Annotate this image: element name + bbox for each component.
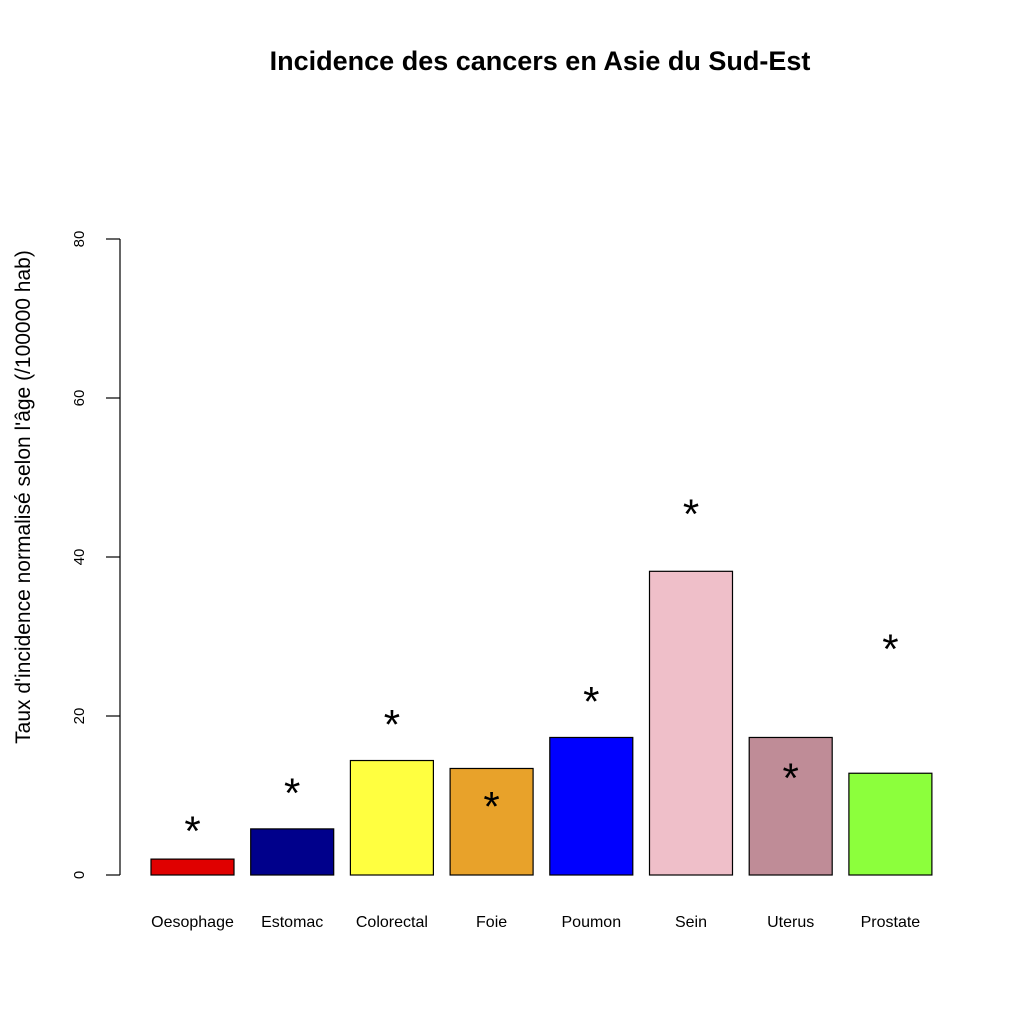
marker-sein: * — [683, 491, 699, 538]
bar-uterus — [748, 736, 833, 876]
bars — [150, 570, 933, 876]
y-tick-label-20: 20 — [71, 708, 88, 725]
category-label-prostate: Prostate — [861, 914, 921, 931]
y-tick-label-60: 60 — [71, 390, 88, 407]
y-tick-label-80: 80 — [71, 231, 88, 248]
marker-poumon: * — [583, 678, 599, 725]
bar-estomac — [250, 828, 335, 876]
y-tick-label-40: 40 — [71, 549, 88, 566]
chart-title: Incidence des cancers en Asie du Sud-Est — [270, 46, 811, 76]
marker-prostate: * — [882, 626, 898, 673]
bar-oesophage — [150, 858, 235, 876]
marker-uterus: * — [783, 754, 799, 801]
marker-estomac: * — [284, 770, 300, 817]
category-label-poumon: Poumon — [562, 914, 622, 931]
markers: * * * * * * * * — [184, 491, 898, 855]
category-label-foie: Foie — [476, 914, 507, 931]
bar-colorectal — [349, 759, 434, 876]
category-label-sein: Sein — [675, 914, 707, 931]
y-tick-label-0: 0 — [71, 871, 88, 879]
bar-sein — [648, 570, 734, 876]
y-axis: 0 20 40 60 80 — [71, 231, 121, 879]
bar-foie — [449, 767, 534, 876]
y-axis-label: Taux d'incidence normalisé selon l'âge (… — [12, 250, 35, 744]
category-labels: Oesophage Estomac Colorectal Foie Poumon Sein… — [151, 914, 920, 931]
category-label-oesophage: Oesophage — [151, 914, 234, 931]
category-label-colorectal: Colorectal — [356, 914, 428, 931]
bar-poumon — [549, 736, 634, 876]
category-label-uterus: Uterus — [767, 914, 814, 931]
bar-prostate — [848, 772, 933, 876]
marker-foie: * — [483, 783, 499, 830]
marker-oesophage: * — [184, 808, 200, 855]
marker-colorectal: * — [384, 701, 400, 748]
category-label-estomac: Estomac — [261, 914, 323, 931]
